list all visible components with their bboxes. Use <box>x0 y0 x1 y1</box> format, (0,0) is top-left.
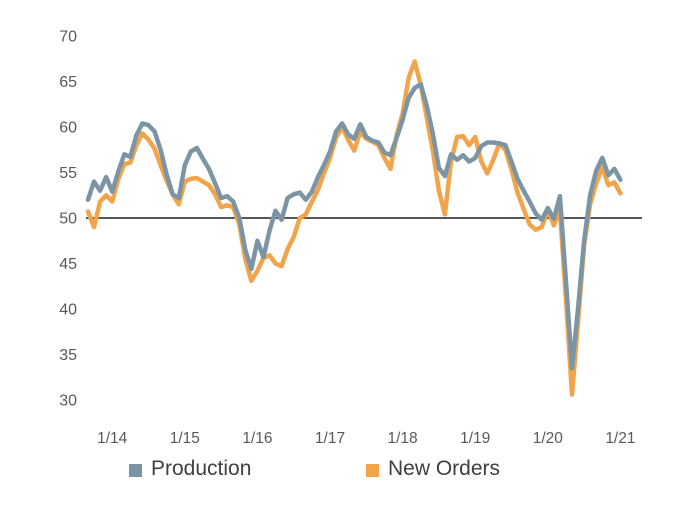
new-orders-line <box>85 59 623 397</box>
x-axis-tick-label: 1/20 <box>533 430 564 447</box>
x-axis-tick-label: 1/15 <box>170 430 200 447</box>
production-line <box>85 81 623 371</box>
chart-legend: Production New Orders <box>0 457 700 491</box>
legend-item-new-orders: New Orders <box>366 457 500 481</box>
y-axis-tick-label: 55 <box>59 165 77 182</box>
production-legend-marker-icon <box>129 463 142 477</box>
x-axis-tick-label: 1/21 <box>605 430 635 447</box>
production-legend-label: Production <box>151 457 252 480</box>
x-axis-tick-label: 1/18 <box>388 430 418 447</box>
line-chart-svg: 70 65 60 55 50 45 40 35 30 1/14 1/15 1/16 1/17 1/18 1/… <box>59 29 642 447</box>
new-orders-legend-marker-icon <box>366 463 379 477</box>
y-axis-tick-label: 45 <box>59 256 77 273</box>
y-axis-tick-label: 50 <box>59 211 77 228</box>
y-axis-tick-label: 40 <box>59 302 77 319</box>
x-axis-tick-label: 1/17 <box>315 430 345 447</box>
y-axis-tick-label: 60 <box>59 120 77 137</box>
y-axis-tick-label: 65 <box>59 74 77 91</box>
y-axis-tick-label: 30 <box>59 393 77 410</box>
new-orders-legend-label: New Orders <box>388 457 501 480</box>
x-axis-tick-label: 1/16 <box>242 430 272 447</box>
x-axis-tick-label: 1/19 <box>460 430 490 447</box>
x-axis-tick-label: 1/14 <box>97 430 128 447</box>
y-axis-tick-label: 70 <box>59 29 77 46</box>
legend-item-production: Production <box>129 457 251 481</box>
y-axis-tick-label: 35 <box>59 347 77 364</box>
